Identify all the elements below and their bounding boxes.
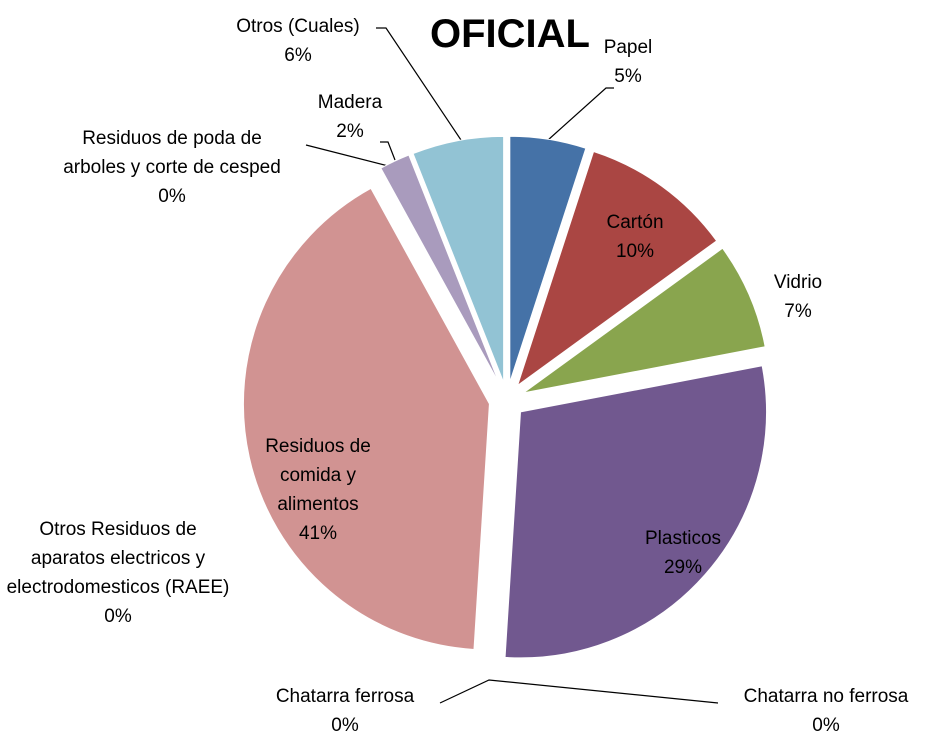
- leader-line: [547, 87, 614, 141]
- pie-slice: [412, 135, 505, 383]
- pie-slice: [516, 150, 718, 387]
- value-label: 5%: [614, 66, 642, 87]
- value-label: 0%: [158, 186, 186, 207]
- pie-slice: [380, 154, 500, 384]
- category-label: Chatarra no ferrosa: [743, 686, 909, 707]
- value-label: 0%: [331, 715, 359, 736]
- value-label: 29%: [663, 557, 703, 578]
- leader-line: [380, 141, 396, 161]
- pie-slice: [523, 247, 766, 394]
- slice-label: Chatarra no ferrosa 0%: [716, 682, 935, 740]
- slice-label: Plasticos 29%: [623, 524, 743, 582]
- leader-line: [376, 27, 464, 144]
- value-label: 41%: [298, 523, 338, 544]
- category-label: Chatarra ferrosa: [275, 686, 415, 707]
- category-label: Residuos de comida y alimentos: [265, 436, 371, 515]
- slice-label: Chatarra ferrosa 0%: [245, 682, 445, 740]
- value-label: 0%: [812, 715, 840, 736]
- value-label: 0%: [104, 606, 132, 627]
- category-label: Plasticos: [644, 528, 722, 549]
- category-label: Papel: [603, 37, 653, 58]
- slice-label: Madera 2%: [300, 88, 400, 146]
- value-label: 2%: [336, 121, 364, 142]
- leader-line: [439, 679, 719, 704]
- slice-label: Cartón 10%: [590, 208, 680, 266]
- pie-slice: [504, 365, 767, 659]
- leader-line: [305, 144, 397, 169]
- category-label: Cartón: [606, 212, 664, 233]
- pie-slice: [242, 187, 490, 650]
- category-label: Otros Residuos de aparatos electricos y …: [6, 519, 230, 598]
- pie-slice: [489, 417, 507, 664]
- slice-label: Residuos de comida y alimentos 41%: [243, 432, 393, 548]
- category-label: Otros (Cuales): [236, 16, 360, 37]
- slice-label: Papel 5%: [583, 33, 673, 91]
- value-label: 7%: [784, 301, 812, 322]
- slice-label: Otros (Cuales) 6%: [213, 12, 383, 70]
- category-label: Residuos de poda de arboles y corte de c…: [63, 128, 281, 178]
- category-label: Vidrio: [773, 272, 823, 293]
- category-label: Madera: [317, 92, 383, 113]
- slice-label: Vidrio 7%: [753, 268, 843, 326]
- slice-label: Residuos de poda de arboles y corte de c…: [62, 124, 282, 211]
- chart-title: OFICIAL: [430, 12, 590, 56]
- pie-slice: [509, 135, 587, 383]
- value-label: 6%: [284, 45, 312, 66]
- leader-lines: [305, 27, 719, 704]
- value-label: 10%: [615, 241, 655, 262]
- slice-label: Otros Residuos de aparatos electricos y …: [3, 515, 233, 631]
